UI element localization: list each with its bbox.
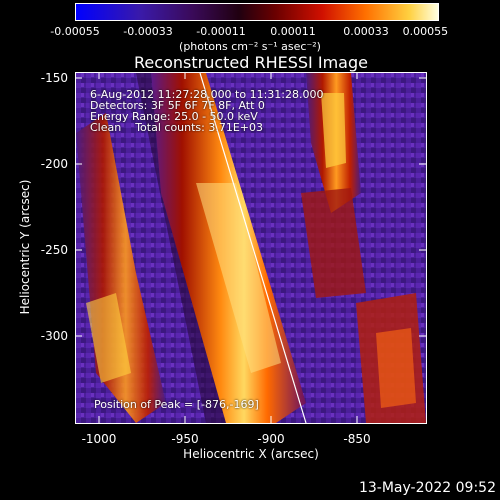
- y-tick-label: -200: [40, 157, 68, 171]
- colorbar-tick: -0.00011: [196, 25, 246, 38]
- x-tick-label: -950: [171, 432, 199, 446]
- colorbar-tick: -0.00033: [123, 25, 173, 38]
- x-tick-label: -1000: [81, 432, 117, 446]
- detectors-label: Detectors: 3F 5F 6F 7F 8F, Att 0: [90, 99, 265, 112]
- y-axis-label: Heliocentric Y (arcsec): [18, 179, 32, 315]
- x-axis-label: Heliocentric X (arcsec): [183, 447, 319, 461]
- colorbar-tick: 0.00011: [270, 25, 316, 38]
- rhessi-image: 6-Aug-2012 11:27:28.000 to 11:31:28.000 …: [75, 72, 427, 424]
- method-label: Clean Total counts: 3.71E+03: [90, 121, 264, 134]
- time-range-label: 6-Aug-2012 11:27:28.000 to 11:31:28.000: [90, 88, 324, 101]
- y-tick-label: -300: [40, 329, 68, 343]
- y-tick-label: -150: [40, 71, 68, 85]
- energy-range-label: Energy Range: 25.0 - 50.0 keV: [90, 110, 258, 123]
- colorbar-tick: 0.00055: [402, 25, 449, 38]
- colorbar-tick: 0.00033: [343, 25, 389, 38]
- y-tick-label: -250: [40, 243, 68, 257]
- colorbar: [75, 3, 439, 21]
- timestamp: 13-May-2022 09:52: [358, 480, 496, 496]
- colorbar-units: (photons cm⁻² s⁻¹ asec⁻²): [179, 40, 321, 53]
- x-tick-label: -850: [343, 432, 371, 446]
- peak-position-label: Position of Peak = [-876,-169]: [94, 398, 259, 411]
- colorbar-tick: -0.00055: [50, 25, 100, 38]
- x-tick-label: -900: [257, 432, 285, 446]
- plot-title: Reconstructed RHESSI Image: [134, 53, 368, 72]
